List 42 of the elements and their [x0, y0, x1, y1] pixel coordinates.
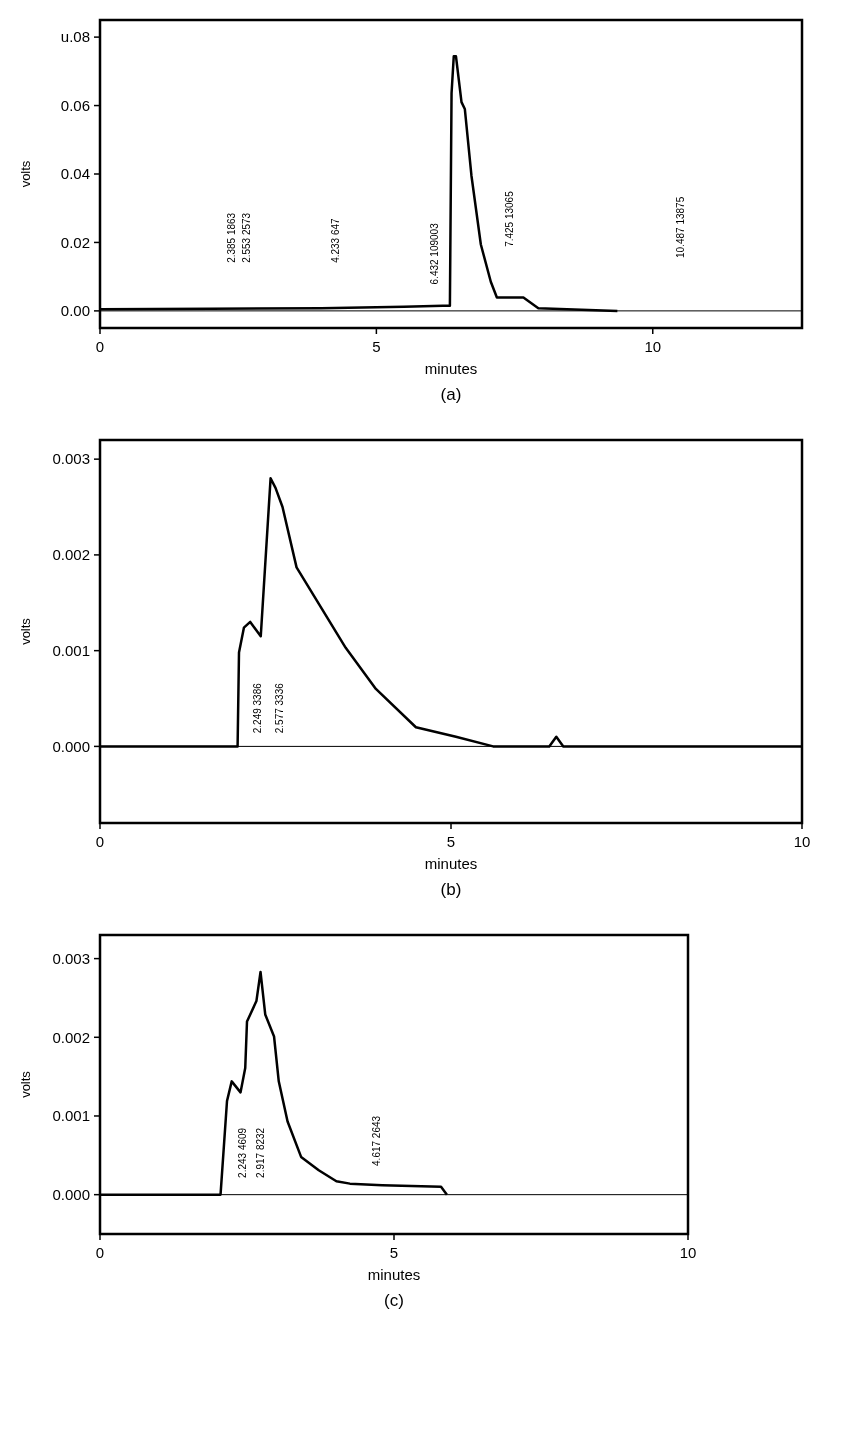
y-tick-label: 0.003: [52, 949, 90, 967]
text: (b): [440, 880, 462, 899]
x-tick-label: 5: [446, 833, 456, 850]
x-tick-label: 10: [644, 338, 662, 355]
annotation: 10.487 13875: [675, 196, 687, 258]
y-tick-label: 0.002: [52, 546, 90, 564]
x-tick-label: 0: [95, 833, 105, 850]
y-tick-label: u.08: [60, 28, 90, 46]
y-tick-label: 0.000: [52, 737, 90, 755]
annotation: 2.553 2573: [241, 212, 253, 263]
y-tick-label: 0.001: [52, 1107, 90, 1125]
x-tick-label: 5: [372, 338, 381, 355]
y-tick-label: 0.02: [60, 233, 90, 251]
text: (a): [440, 385, 462, 404]
x-tick-label: 10: [679, 1244, 697, 1261]
y-tick-label: 0.002: [52, 1028, 90, 1046]
y-axis-title: volts: [18, 1070, 33, 1098]
x-axis-title: minutes: [367, 1266, 421, 1283]
annotation: 2.243 4609: [237, 1127, 249, 1178]
annotation: 2.577 3336: [273, 682, 285, 734]
x-axis-title: minutes: [424, 360, 478, 377]
x-tick-label: 5: [389, 1244, 399, 1261]
annotation: 4.617 2643: [370, 1115, 382, 1166]
y-axis-title: volts: [18, 160, 33, 188]
x-tick-label: 10: [793, 833, 811, 850]
y-tick-label: 0.06: [60, 96, 90, 114]
annotation: 2.249 3386: [252, 682, 264, 734]
x-tick-label: 0: [95, 338, 105, 355]
annotation: 6.432 109003: [428, 222, 440, 285]
y-tick-label: 0.001: [52, 641, 90, 659]
y-tick-label: 0.00: [60, 302, 90, 320]
y-tick-label: 0.003: [52, 450, 90, 468]
y-axis-title: volts: [18, 617, 33, 645]
y-tick-label: 0.000: [52, 1185, 90, 1203]
annotation: 2.917 8232: [255, 1127, 267, 1178]
x-axis-title: minutes: [424, 855, 478, 872]
annotation: 2.385 1863: [226, 212, 238, 263]
annotation: 7.425 13065: [503, 190, 515, 247]
annotation: 4.233 647: [329, 217, 341, 263]
text: (c): [384, 1291, 404, 1310]
x-tick-label: 0: [95, 1244, 105, 1261]
y-tick-label: 0.04: [60, 165, 90, 183]
